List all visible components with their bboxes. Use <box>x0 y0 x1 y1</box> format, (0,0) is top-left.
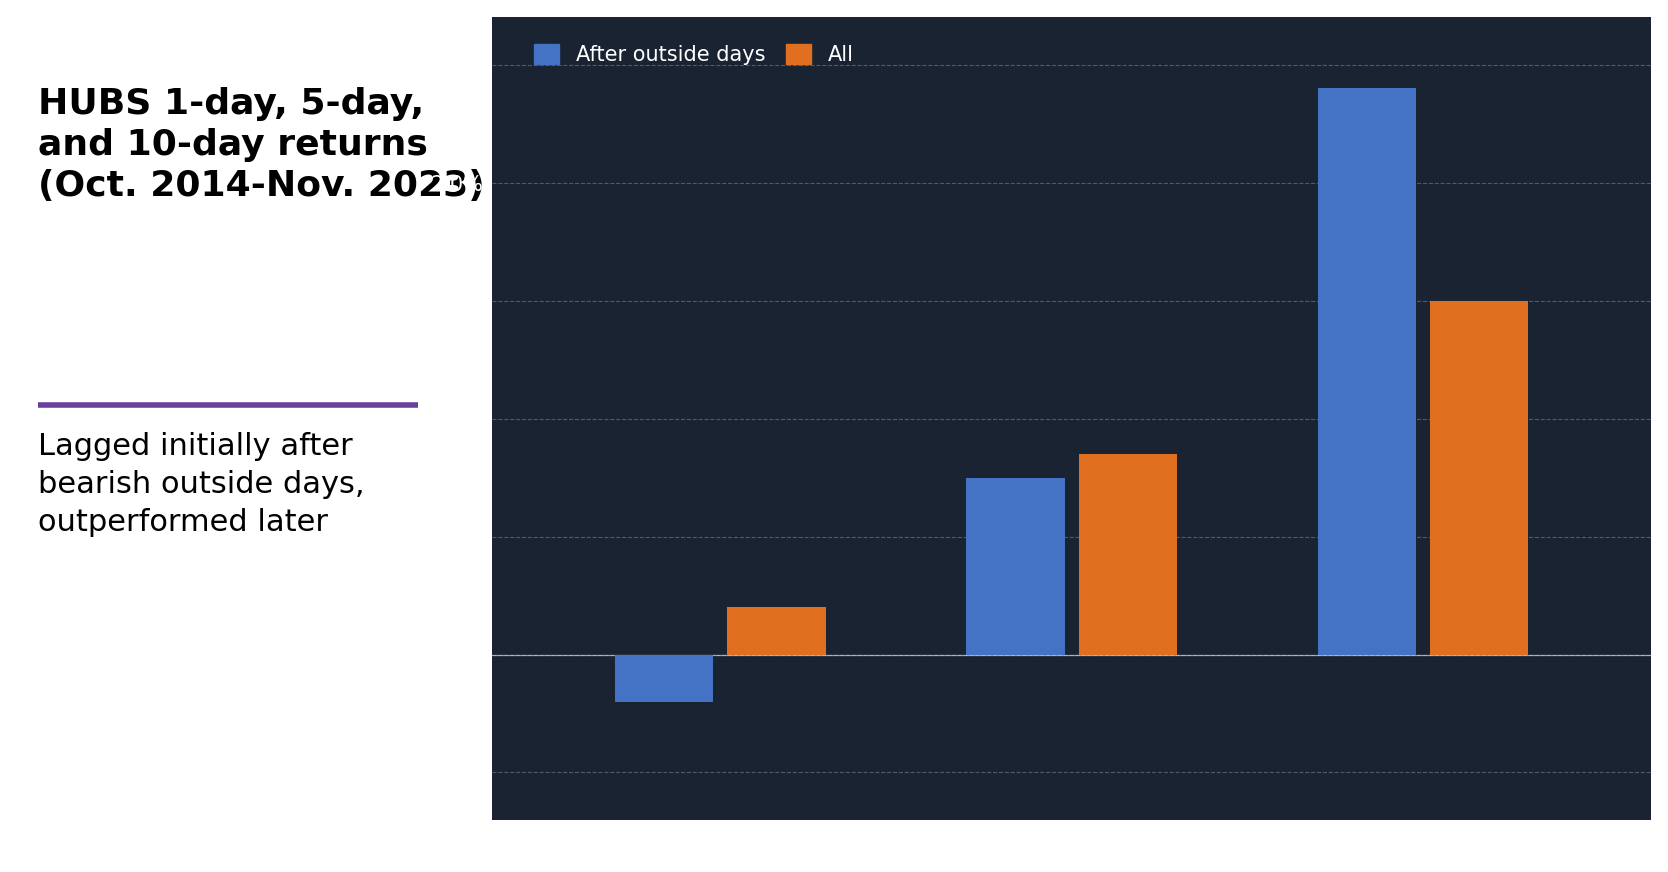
Legend: After outside days, All: After outside days, All <box>525 36 862 73</box>
Bar <box>615 655 714 702</box>
Bar <box>1079 454 1178 655</box>
Bar <box>727 607 826 655</box>
Text: HUBS 1-day, 5-day,
and 10-day returns
(Oct. 2014-Nov. 2023): HUBS 1-day, 5-day, and 10-day returns (O… <box>38 87 485 202</box>
Bar <box>966 478 1064 655</box>
Bar <box>1429 301 1528 655</box>
Text: Lagged initially after
bearish outside days,
outperformed later: Lagged initially after bearish outside d… <box>38 432 365 537</box>
Bar <box>1318 88 1416 655</box>
